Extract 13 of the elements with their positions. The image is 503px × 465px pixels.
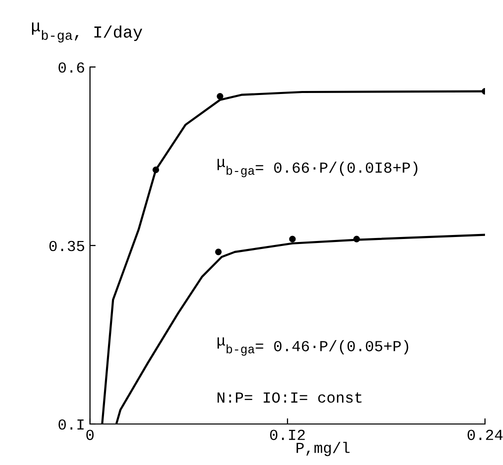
- point: [215, 248, 222, 256]
- y-tick-label: 0.I: [58, 419, 84, 430]
- x-axis-title: P,mg/l: [296, 442, 350, 456]
- x-tick-label: 0.I2: [270, 430, 305, 440]
- y-tick-label: 0.35: [49, 240, 84, 252]
- x-tick-label: 0.24: [468, 430, 503, 440]
- y-tick-label: 0.6: [58, 62, 84, 73]
- point: [353, 236, 360, 242]
- point: [289, 236, 296, 242]
- point: [152, 166, 160, 174]
- point: [216, 92, 224, 100]
- annotation: N:P= IO:I= const: [218, 392, 362, 403]
- x-tick-label: 0: [86, 430, 94, 440]
